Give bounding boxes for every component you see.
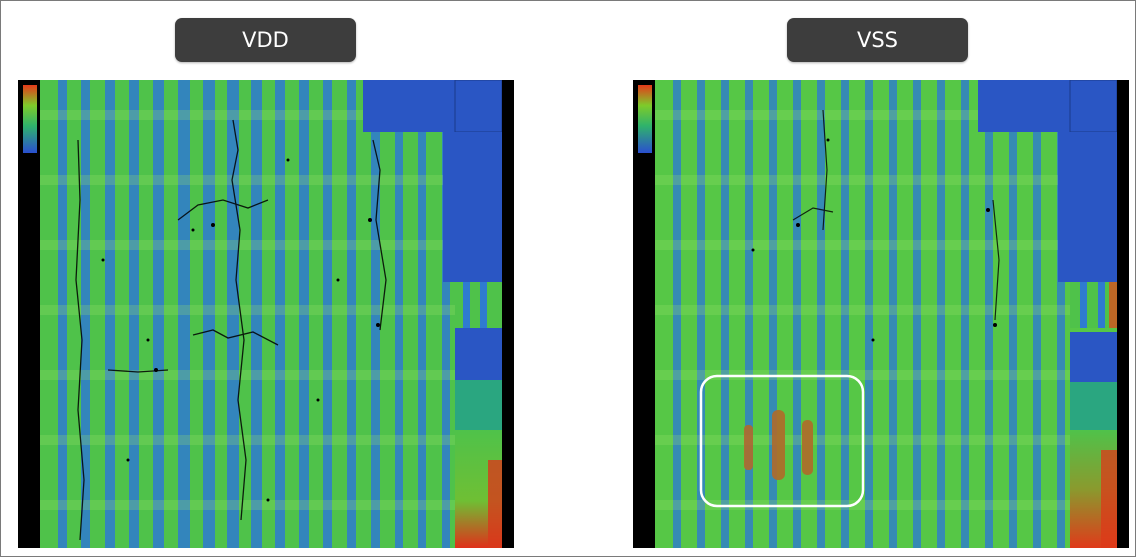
hotspot-highlight-box — [699, 374, 865, 508]
vdd-heatmap — [18, 80, 514, 548]
color-scale-legend — [23, 85, 37, 153]
vss-heatmap — [633, 80, 1129, 548]
vdd-title-label: VDD — [175, 18, 356, 62]
vss-heatmap-panel — [633, 80, 1129, 548]
color-scale-legend — [638, 85, 652, 153]
vss-title-label: VSS — [787, 18, 968, 62]
vdd-heatmap-panel — [18, 80, 514, 548]
